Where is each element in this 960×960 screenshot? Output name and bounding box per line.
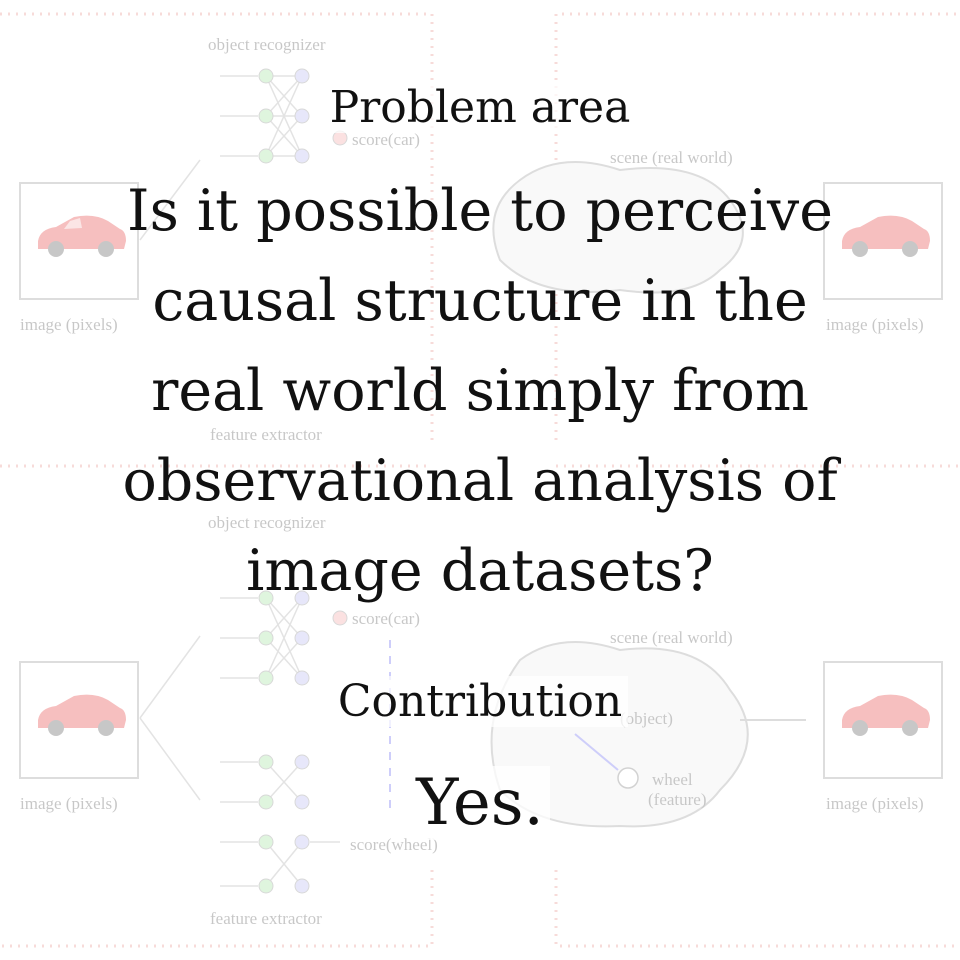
- bg-image-label: image (pixels): [20, 315, 118, 334]
- svg-text:(feature): (feature): [648, 790, 707, 809]
- scene-tr: scene (real world) image (pixels): [492, 148, 943, 334]
- svg-text:image (pixels): image (pixels): [826, 315, 924, 334]
- question-text: Is it possible to perceive causal struct…: [0, 166, 960, 616]
- question-line-5: image datasets?: [246, 538, 714, 604]
- svg-text:image (pixels): image (pixels): [20, 794, 118, 813]
- svg-text:wheel: wheel: [652, 770, 693, 789]
- question-line-3: real world simply from: [151, 358, 809, 424]
- image-box-tl: image (pixels): [19, 182, 139, 334]
- network-tl: object recognizer score(car) feature ext…: [139, 35, 420, 444]
- svg-text:(object): (object): [620, 709, 673, 728]
- problem-heading: Problem area: [323, 82, 637, 133]
- svg-text:object recognizer: object recognizer: [208, 35, 326, 54]
- image-box-bl: image (pixels): [19, 635, 201, 813]
- contribution-heading-wrap: Contribution: [0, 676, 960, 727]
- svg-text:feature extractor: feature extractor: [210, 425, 322, 444]
- car-icon: [38, 215, 126, 257]
- question-line-4: observational analysis of: [122, 448, 838, 514]
- svg-text:score(car): score(car): [352, 609, 420, 628]
- contribution-answer: Yes.: [410, 766, 550, 840]
- svg-text:score(car): score(car): [352, 130, 420, 149]
- network-bl: object recognizer score(car): [208, 513, 438, 928]
- svg-text:feature extractor: feature extractor: [210, 909, 322, 928]
- svg-text:object recognizer: object recognizer: [208, 513, 326, 532]
- svg-text:image (pixels): image (pixels): [826, 794, 924, 813]
- contribution-heading: Contribution: [331, 676, 629, 727]
- problem-heading-wrap: Problem area: [0, 82, 960, 133]
- svg-text:scene (real world): scene (real world): [610, 628, 733, 647]
- dotted-borders: [0, 12, 960, 948]
- question-line-1: Is it possible to perceive: [127, 178, 833, 244]
- answer-wrap: Yes.: [0, 766, 960, 840]
- svg-text:scene (real world): scene (real world): [610, 148, 733, 167]
- question-line-2: causal structure in the: [152, 268, 808, 334]
